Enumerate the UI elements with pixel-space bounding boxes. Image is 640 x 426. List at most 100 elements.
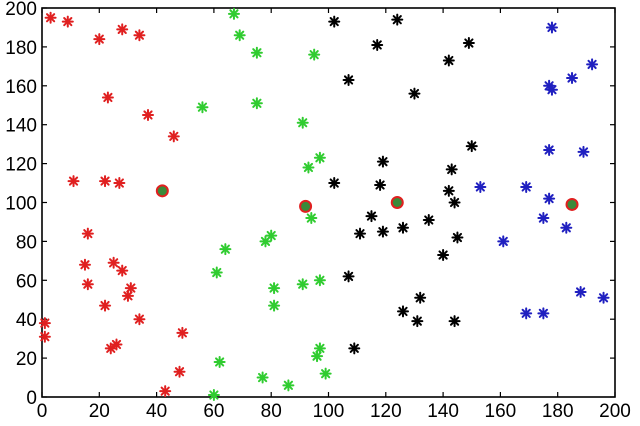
data-point [233,29,246,42]
x-tick-label: 60 [203,401,224,422]
data-point [104,342,117,355]
x-tick-label: 0 [37,401,48,422]
centroid-marker [390,196,404,209]
data-point [474,180,487,193]
data-point [313,342,326,355]
data-point [391,13,404,26]
data-point [173,365,186,378]
y-tick-label: 20 [16,349,37,370]
data-point [411,315,424,328]
data-point [101,91,114,104]
data-point [99,299,112,312]
y-tick-label: 140 [5,116,37,137]
data-point [116,264,129,277]
data-point [313,274,326,287]
data-point [376,225,389,238]
data-point [116,23,129,36]
data-point [142,108,155,121]
data-point [159,385,172,398]
data-point [396,305,409,318]
data-point [176,326,189,339]
data-point [313,151,326,164]
data-point [81,278,94,291]
centroid-marker [155,184,169,198]
data-point [167,130,180,143]
data-point [442,184,455,197]
centroid-marker [565,197,579,211]
data-point [38,330,51,343]
data-point [210,266,223,279]
data-point [81,227,94,240]
data-point [451,231,464,244]
data-point [374,178,387,191]
data-point [38,317,51,330]
data-point [586,58,599,71]
x-tick-label: 140 [427,401,459,422]
data-point [302,161,315,174]
y-tick-label: 0 [26,388,37,409]
plot-border [41,7,616,398]
data-point [133,313,146,326]
data-point [305,212,318,225]
data-point [465,140,478,153]
y-tick-label: 100 [5,194,37,215]
data-point [61,15,74,28]
data-point [371,38,384,51]
data-point [574,285,587,298]
data-point [110,338,123,351]
data-point [93,33,106,46]
data-point [296,116,309,129]
data-point [250,97,263,110]
data-points [38,7,610,402]
x-tick-label: 20 [89,401,110,422]
data-point [268,282,281,295]
data-point [543,143,556,156]
data-point [543,192,556,205]
data-point [67,175,80,188]
data-point [448,315,461,328]
data-point [577,145,590,158]
x-tick-label: 80 [261,401,282,422]
data-point [328,177,341,190]
x-tick-label: 120 [370,401,402,422]
data-point [296,278,309,291]
data-point [99,175,112,188]
data-point [545,21,558,34]
x-tick-label: 160 [485,401,517,422]
y-tick-label: 200 [5,0,37,20]
data-point [414,291,427,304]
x-tick-label: 100 [313,401,345,422]
data-point [227,7,240,20]
data-point [121,289,134,302]
data-point [107,256,120,269]
y-tick-label: 80 [16,232,37,253]
data-point [133,29,146,42]
y-tick-label: 40 [16,310,37,331]
x-tick-label: 200 [599,401,631,422]
data-point [256,371,269,384]
data-point [560,221,573,234]
data-point [219,243,232,256]
data-point [497,235,510,248]
data-point [537,307,550,320]
data-point [342,73,355,86]
data-point [566,72,579,85]
data-point [545,83,558,96]
y-tick-label: 120 [5,155,37,176]
data-point [44,11,57,24]
data-point [328,15,341,28]
x-tick-label: 40 [146,401,167,422]
data-point [78,258,91,271]
data-point [308,48,321,61]
y-tick-label: 180 [5,38,37,59]
plot-frame [41,7,616,398]
data-point [396,221,409,234]
data-point [268,299,281,312]
data-point [196,101,209,114]
data-point [448,196,461,209]
data-point [437,249,450,262]
data-point [348,342,361,355]
data-point [422,214,435,227]
data-point [597,291,610,304]
data-point [124,282,137,295]
